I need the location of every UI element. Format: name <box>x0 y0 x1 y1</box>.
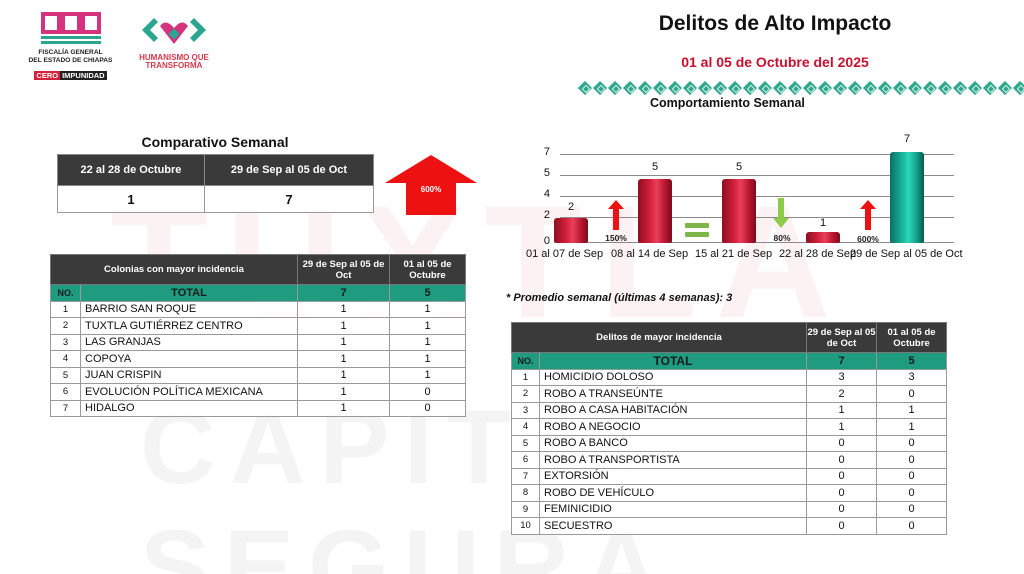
bar-01-07-sep <box>554 218 588 243</box>
gridline <box>560 217 954 218</box>
change-label: 600% <box>857 234 879 244</box>
decorative-diamond-border <box>578 81 1024 97</box>
change-label: 80% <box>773 233 791 243</box>
colonias-table: Colonias con mayor incidencia 29 de Sep … <box>50 254 466 417</box>
table-row: 1 HOMICIDIO DOLOSO 3 3 <box>511 368 947 386</box>
humanismo-logo: HUMANISMO QUE TRANSFORMA <box>138 14 210 70</box>
x-label: 22 al 28 de Sep <box>779 248 857 260</box>
total-col1: 7 <box>806 352 877 370</box>
table-row: 4 COPOYA 1 1 <box>50 350 466 368</box>
x-label: 01 al 07 de Sep <box>526 248 604 260</box>
bar-15-21-sep <box>722 179 756 243</box>
bar-08-14-sep <box>638 179 672 243</box>
comparativo-value-prev: 1 <box>57 185 205 213</box>
delitos-header: Delitos de mayor incidencia <box>511 322 807 353</box>
y-tick: 2 <box>543 209 550 221</box>
y-tick: 4 <box>543 188 550 200</box>
humanismo-emblem-icon <box>138 14 210 48</box>
cero-impunidad-badge: CERO IMPUNIDAD <box>34 71 107 80</box>
bar-value: 5 <box>735 161 743 173</box>
table-row: 5 ROBO A BANCO 0 0 <box>511 434 947 452</box>
change-label: 150% <box>605 233 627 243</box>
comparativo-title: Comparativo Semanal <box>141 134 289 150</box>
comparativo-value-current: 7 <box>203 185 375 213</box>
total-col2: 5 <box>876 352 947 370</box>
table-row: 6 EVOLUCIÓN POLÍTICA MEXICANA 1 0 <box>50 383 466 401</box>
gridline <box>560 154 954 155</box>
delitos-table: Delitos de mayor incidencia 29 de Sep al… <box>511 322 947 535</box>
humanismo-line2: TRANSFORMA <box>145 61 203 70</box>
fiscalia-line1: FISCALÍA GENERAL <box>38 49 103 56</box>
table-row: 2 TUXTLA GUTIÉRREZ CENTRO 1 1 <box>50 317 466 335</box>
fiscalia-emblem-icon <box>40 12 101 46</box>
arrow-up-icon <box>608 200 624 230</box>
table-row: 8 ROBO DE VEHÍCULO 0 0 <box>511 484 947 502</box>
comparativo-table: 22 al 28 de Octubre 29 de Sep al 05 de O… <box>57 154 375 213</box>
bar-value: 5 <box>651 161 659 173</box>
table-row: 10 SECUESTRO 0 0 <box>511 517 947 535</box>
bar-value: 2 <box>567 201 575 213</box>
gridline <box>560 175 954 176</box>
arrow-up-icon <box>860 200 876 230</box>
delitos-col2-header: 01 al 05 de Octubre <box>876 322 947 353</box>
page-subtitle: 01 al 05 de Octubre del 2025 <box>681 54 869 70</box>
x-label: 29 de Sep al 05 de Oct <box>850 248 963 260</box>
comparativo-change: 600% <box>420 185 442 194</box>
gridline <box>560 242 954 243</box>
bar-29sep-05oct <box>890 152 924 243</box>
total-label: TOTAL <box>539 352 807 370</box>
no-label: NO. <box>511 352 540 370</box>
delitos-col1-header: 29 de Sep al 05 de Oct <box>806 322 877 353</box>
table-row: 7 EXTORSIÓN 0 0 <box>511 467 947 485</box>
no-label: NO. <box>50 284 81 302</box>
x-label: 15 al 21 de Sep <box>695 248 773 260</box>
page-title: Delitos de Alto Impacto <box>658 12 892 35</box>
table-row: 1 BARRIO SAN ROQUE 1 1 <box>50 300 466 318</box>
arrow-down-icon <box>773 198 789 228</box>
total-col2: 5 <box>389 284 466 302</box>
colonias-col2-header: 01 al 05 de Octubre <box>389 254 466 285</box>
colonias-header: Colonias con mayor incidencia <box>50 254 298 285</box>
total-label: TOTAL <box>80 284 298 302</box>
colonias-col1-header: 29 de Sep al 05 de Oct <box>297 254 390 285</box>
y-tick: 7 <box>543 146 550 158</box>
fiscalia-line2: DEL ESTADO DE CHIAPAS <box>28 57 113 64</box>
table-row: 7 HIDALGO 1 0 <box>50 399 466 417</box>
comparativo-col-prev: 22 al 28 de Octubre <box>57 154 205 186</box>
y-tick: 0 <box>543 235 550 247</box>
table-row: 5 JUAN CRISPIN 1 1 <box>50 366 466 384</box>
total-col1: 7 <box>297 284 390 302</box>
table-row: 3 ROBO A CASA HABITACIÓN 1 1 <box>511 401 947 419</box>
humanismo-line1: HUMANISMO QUE <box>139 53 209 62</box>
y-tick: 5 <box>543 167 550 179</box>
table-row: 2 ROBO A TRANSEÚNTE 2 0 <box>511 385 947 403</box>
fiscalia-logo: FISCALÍA GENERAL DEL ESTADO DE CHIAPAS C… <box>18 12 123 83</box>
gridline <box>560 196 954 197</box>
weekly-bar-chart: 0 2 4 5 7 2 5 5 1 7 150% 80% 600% 01 al … <box>520 130 990 265</box>
chart-title: Comportamiento Semanal <box>650 96 805 110</box>
x-label: 08 al 14 de Sep <box>611 248 689 260</box>
table-row: 3 LAS GRANJAS 1 1 <box>50 333 466 351</box>
equal-icon <box>685 223 709 238</box>
table-row: 9 FEMINICIDIO 0 0 <box>511 500 947 518</box>
arrow-up-icon: 600% <box>385 155 477 215</box>
bar-value: 7 <box>903 133 911 145</box>
bar-value: 1 <box>819 217 827 229</box>
comparativo-col-current: 29 de Sep al 05 de Oct <box>203 154 375 186</box>
table-row: 4 ROBO A NEGOCIO 1 1 <box>511 418 947 436</box>
table-row: 6 ROBO A TRANSPORTISTA 0 0 <box>511 451 947 469</box>
weekly-average-note: * Promedio semanal (últimas 4 semanas): … <box>506 292 733 304</box>
bar-22-28-sep <box>806 232 840 243</box>
